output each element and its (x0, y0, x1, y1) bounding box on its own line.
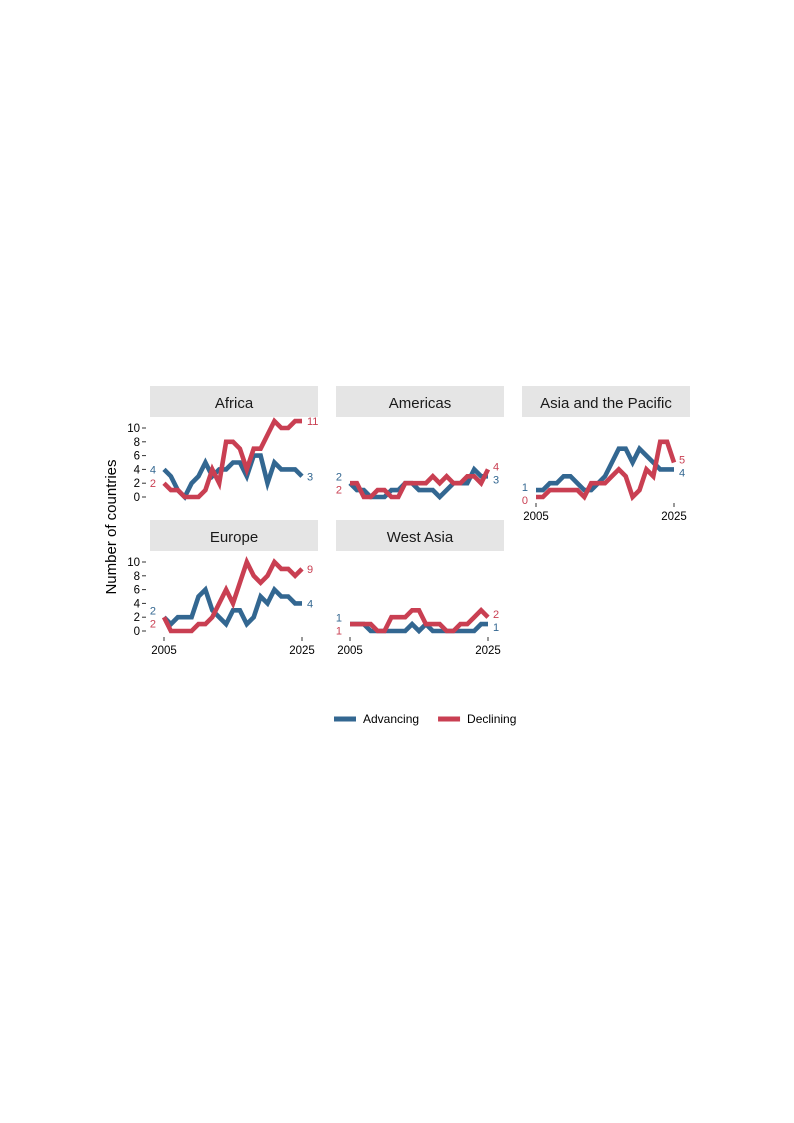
series-line-declining (162, 417, 302, 500)
series-line-advancing (350, 620, 488, 635)
y-tick-label: 8 (134, 437, 140, 449)
x-tick-label: 2005 (151, 645, 177, 657)
series-line-declining (161, 556, 304, 634)
series-line-advancing (162, 453, 304, 501)
series-line-declining (350, 468, 491, 500)
y-tick-label: 8 (134, 571, 140, 583)
end-label-advancing: 3 (307, 471, 313, 483)
y-tick-label: 4 (134, 464, 141, 476)
y-tick-label: 2 (134, 612, 140, 624)
start-label-advancing: 2 (150, 606, 156, 618)
series-line-declining (536, 439, 677, 502)
end-label-advancing: 1 (493, 622, 499, 634)
end-label-declining: 2 (493, 609, 499, 621)
y-tick-label: 6 (134, 451, 140, 463)
series-line-advancing (536, 444, 674, 493)
end-label-advancing: 4 (679, 467, 685, 479)
y-tick-label: 10 (127, 557, 140, 569)
end-label-declining: 5 (679, 454, 685, 466)
panel-strip (336, 386, 504, 417)
x-tick-label: 2025 (289, 645, 315, 657)
start-label-advancing: 1 (522, 482, 528, 494)
y-tick-label: 0 (134, 626, 140, 638)
panel-title: Africa (215, 395, 254, 412)
panel-title: Europe (210, 529, 258, 546)
start-label-declining: 2 (336, 485, 342, 497)
panel-strip (336, 520, 504, 551)
end-label-declining: 9 (307, 564, 313, 576)
end-label-declining: 4 (493, 461, 499, 473)
x-tick-label: 2025 (661, 511, 687, 523)
panel-strip (522, 386, 690, 417)
start-label-declining: 0 (522, 495, 528, 507)
panel-title: Asia and the Pacific (540, 395, 672, 412)
panel-strip (150, 520, 318, 551)
legend-label-advancing: Advancing (363, 712, 419, 726)
y-tick-label: 2 (134, 478, 140, 490)
y-tick-label: 0 (134, 492, 140, 504)
end-label-declining: 11 (307, 416, 318, 428)
y-tick-label: 10 (127, 423, 140, 435)
legend-label-declining: Declining (467, 712, 516, 726)
series-line-advancing (162, 585, 302, 628)
start-label-declining: 2 (150, 619, 156, 631)
y-axis-label: Number of countries (103, 459, 120, 594)
end-label-advancing: 4 (307, 598, 313, 610)
panel-strip (150, 386, 318, 417)
series-line-declining (350, 607, 490, 634)
start-label-advancing: 2 (336, 472, 342, 484)
start-label-declining: 1 (336, 626, 342, 638)
x-tick-label: 2005 (337, 645, 363, 657)
x-tick-label: 2025 (475, 645, 501, 657)
panel-title: West Asia (387, 529, 454, 546)
start-label-advancing: 1 (336, 613, 342, 625)
panel-asia-and-the-pacific: Asia and the Pacific 2005 2025 10 54 (522, 386, 690, 523)
panel-americas: Americas 22 43 (336, 386, 504, 501)
y-tick-label: 4 (134, 598, 141, 610)
panel-title: Americas (389, 395, 452, 412)
start-label-advancing: 4 (150, 464, 156, 476)
legend: Advancing Declining (334, 712, 516, 726)
y-tick-label: 6 (134, 585, 140, 597)
end-label-advancing: 3 (493, 474, 499, 486)
start-label-declining: 2 (150, 478, 156, 490)
x-tick-label: 2005 (523, 511, 549, 523)
